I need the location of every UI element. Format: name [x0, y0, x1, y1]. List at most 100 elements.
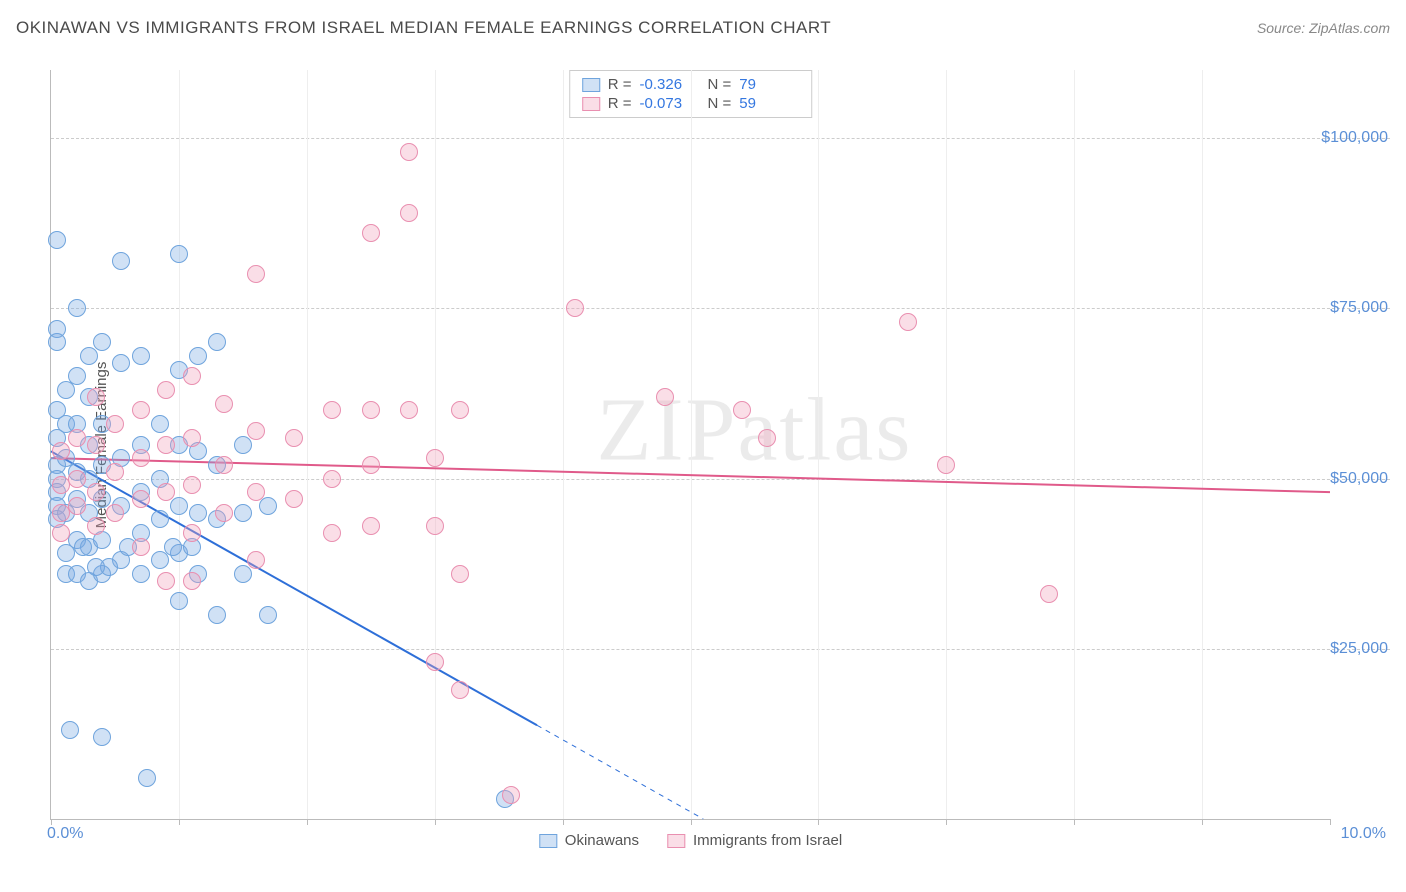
n-label: N = — [708, 95, 732, 112]
gridline — [307, 70, 308, 819]
data-point — [138, 769, 156, 787]
data-point — [215, 456, 233, 474]
data-point — [400, 401, 418, 419]
data-point — [112, 354, 130, 372]
gridline — [51, 308, 1390, 309]
data-point — [87, 517, 105, 535]
data-point — [758, 429, 776, 447]
data-point — [52, 524, 70, 542]
x-tick — [1330, 819, 1331, 825]
data-point — [119, 538, 137, 556]
n-value: 59 — [739, 95, 799, 112]
data-point — [87, 558, 105, 576]
data-point — [52, 442, 70, 460]
data-point — [1040, 585, 1058, 603]
data-point — [208, 333, 226, 351]
swatch-icon — [667, 834, 685, 848]
data-point — [247, 483, 265, 501]
data-point — [400, 204, 418, 222]
data-point — [899, 313, 917, 331]
data-point — [93, 531, 111, 549]
data-point — [132, 483, 150, 501]
data-point — [132, 524, 150, 542]
data-point — [183, 524, 201, 542]
data-point — [451, 681, 469, 699]
data-point — [234, 436, 252, 454]
data-point — [57, 381, 75, 399]
data-point — [68, 497, 86, 515]
x-tick — [946, 819, 947, 825]
data-point — [132, 449, 150, 467]
data-point — [157, 436, 175, 454]
data-point — [61, 721, 79, 739]
data-point — [106, 415, 124, 433]
y-tick-label: $100,000 — [1308, 129, 1388, 147]
data-point — [48, 231, 66, 249]
data-point — [285, 490, 303, 508]
x-tick — [818, 819, 819, 825]
data-point — [48, 456, 66, 474]
data-point — [48, 510, 66, 528]
swatch-icon — [582, 78, 600, 92]
data-point — [189, 442, 207, 460]
data-point — [183, 572, 201, 590]
gridline — [691, 70, 692, 819]
data-point — [87, 388, 105, 406]
data-point — [57, 415, 75, 433]
gridline — [563, 70, 564, 819]
data-point — [68, 531, 86, 549]
series-legend: Okinawans Immigrants from Israel — [539, 832, 842, 849]
n-value: 79 — [739, 76, 799, 93]
gridline — [179, 70, 180, 819]
data-point — [87, 436, 105, 454]
data-point — [87, 483, 105, 501]
data-point — [208, 456, 226, 474]
data-point — [208, 510, 226, 528]
watermark: ZIPatlas — [596, 378, 912, 481]
data-point — [247, 265, 265, 283]
data-point — [451, 565, 469, 583]
data-point — [112, 252, 130, 270]
data-point — [132, 347, 150, 365]
y-tick-label: $25,000 — [1308, 640, 1388, 658]
data-point — [74, 538, 92, 556]
data-point — [80, 572, 98, 590]
data-point — [259, 606, 277, 624]
x-tick — [563, 819, 564, 825]
x-tick — [691, 819, 692, 825]
data-point — [151, 551, 169, 569]
data-point — [132, 436, 150, 454]
chart-header: OKINAWAN VS IMMIGRANTS FROM ISRAEL MEDIA… — [16, 18, 1390, 38]
y-tick-label: $75,000 — [1308, 299, 1388, 317]
gridline — [946, 70, 947, 819]
r-label: R = — [608, 95, 632, 112]
data-point — [362, 456, 380, 474]
n-label: N = — [708, 76, 732, 93]
data-point — [48, 401, 66, 419]
data-point — [68, 565, 86, 583]
chart-title: OKINAWAN VS IMMIGRANTS FROM ISRAEL MEDIA… — [16, 18, 831, 38]
data-point — [451, 401, 469, 419]
data-point — [93, 333, 111, 351]
series-label: Immigrants from Israel — [693, 832, 842, 849]
x-tick — [307, 819, 308, 825]
data-point — [189, 504, 207, 522]
data-point — [247, 551, 265, 569]
gridline — [1074, 70, 1075, 819]
data-point — [285, 429, 303, 447]
data-point — [496, 790, 514, 808]
r-label: R = — [608, 76, 632, 93]
data-point — [106, 504, 124, 522]
x-tick — [179, 819, 180, 825]
gridline — [435, 70, 436, 819]
x-tick — [435, 819, 436, 825]
data-point — [132, 401, 150, 419]
swatch-icon — [539, 834, 557, 848]
data-point — [157, 572, 175, 590]
data-point — [68, 429, 86, 447]
data-point — [93, 415, 111, 433]
data-point — [48, 320, 66, 338]
series-label: Okinawans — [565, 832, 639, 849]
data-point — [247, 422, 265, 440]
data-point — [656, 388, 674, 406]
